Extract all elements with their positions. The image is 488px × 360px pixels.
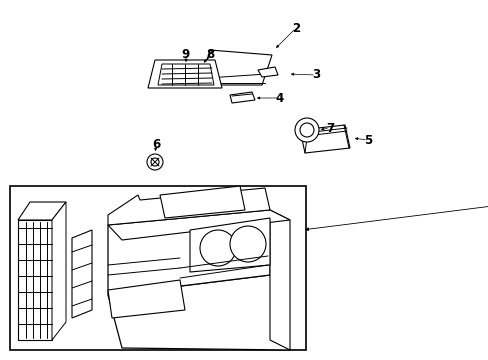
Polygon shape <box>148 60 222 88</box>
Circle shape <box>147 154 163 170</box>
Circle shape <box>200 230 236 266</box>
Text: 5: 5 <box>363 134 371 147</box>
Polygon shape <box>52 202 66 340</box>
Polygon shape <box>200 50 271 85</box>
Polygon shape <box>108 275 289 350</box>
Circle shape <box>294 118 318 142</box>
Polygon shape <box>258 67 278 77</box>
Text: 4: 4 <box>275 91 284 104</box>
Text: 7: 7 <box>325 122 333 135</box>
Polygon shape <box>158 64 214 85</box>
Text: 8: 8 <box>205 49 214 62</box>
Text: 9: 9 <box>182 49 190 62</box>
Polygon shape <box>18 220 52 340</box>
Text: 2: 2 <box>291 22 300 35</box>
Polygon shape <box>18 202 66 220</box>
Polygon shape <box>108 210 269 295</box>
Bar <box>10 186 305 350</box>
Circle shape <box>299 123 313 137</box>
Circle shape <box>151 158 159 166</box>
Text: 6: 6 <box>152 139 160 152</box>
Polygon shape <box>108 188 269 225</box>
Polygon shape <box>108 210 289 240</box>
Polygon shape <box>160 186 244 218</box>
Polygon shape <box>269 210 289 350</box>
Text: 3: 3 <box>311 68 320 81</box>
Polygon shape <box>190 218 269 272</box>
Circle shape <box>229 226 265 262</box>
Polygon shape <box>108 280 184 318</box>
Polygon shape <box>72 230 92 318</box>
Polygon shape <box>299 125 349 153</box>
Polygon shape <box>229 92 254 103</box>
